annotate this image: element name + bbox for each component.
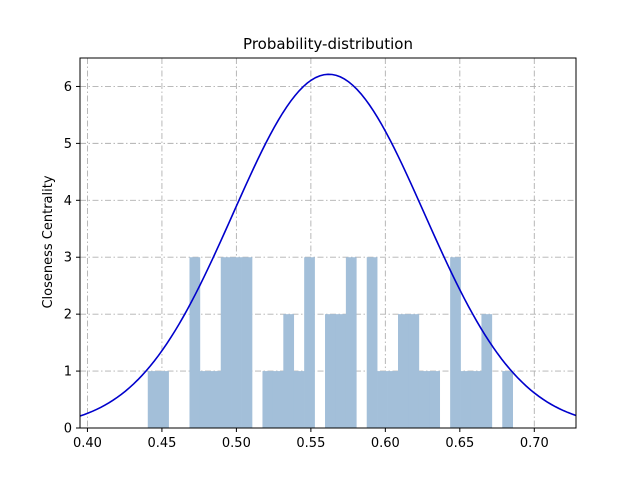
histogram-bar: [283, 314, 295, 428]
histogram-bar: [429, 371, 441, 428]
chart-title: Probability-distribution: [243, 35, 413, 53]
histogram-bar: [366, 257, 378, 428]
histogram-bar: [450, 257, 461, 428]
y-tick-label: 4: [64, 194, 72, 209]
y-tick-label: 0: [64, 422, 72, 437]
fit-curve-layer: [79, 73, 577, 417]
x-tick-label: 0.60: [371, 436, 400, 451]
y-tick-label: 2: [64, 308, 72, 323]
histogram-bar: [231, 257, 242, 428]
histogram-bar: [241, 257, 253, 428]
histogram-bar: [262, 371, 274, 428]
histogram-bar: [325, 314, 336, 428]
histogram-bar: [210, 371, 222, 428]
histogram-bar: [502, 371, 513, 428]
histogram-bar: [398, 314, 409, 428]
x-tick-label: 0.45: [147, 436, 176, 451]
histogram-bar: [304, 257, 315, 428]
axis-ticks: 0.40 0.45 0.50 0.55 0.60 0.65 0.70 0 1 2 3 4 5 6: [64, 80, 549, 451]
y-tick-label: 6: [64, 80, 72, 95]
histogram-bar: [418, 371, 430, 428]
histogram-bar: [460, 371, 472, 428]
plot-frame: [79, 57, 577, 429]
y-tick-label: 3: [64, 251, 72, 266]
histogram-bar: [199, 371, 211, 428]
y-tick-label: 5: [64, 137, 72, 152]
histogram-bar: [158, 371, 169, 428]
histogram-bar: [481, 314, 493, 428]
x-tick-label: 0.70: [520, 436, 549, 451]
histogram-bar: [377, 371, 388, 428]
y-tick-label: 1: [64, 365, 72, 380]
x-tick-label: 0.50: [222, 436, 251, 451]
histogram-bar: [189, 257, 201, 428]
histogram-bar: [293, 371, 305, 428]
histogram-bar: [147, 371, 159, 428]
x-tick-label: 0.55: [296, 436, 325, 451]
y-axis-label: Closeness Centrality: [41, 175, 56, 308]
histogram-bar: [470, 371, 482, 428]
histogram-bar: [272, 371, 284, 428]
histogram-bar: [408, 314, 420, 428]
histogram-bars: [147, 257, 513, 428]
histogram-bar: [220, 257, 232, 428]
x-tick-label: 0.65: [445, 436, 474, 451]
histogram-bar: [335, 314, 347, 428]
histogram-bar: [387, 371, 399, 428]
normal-fit-curve: [79, 73, 577, 417]
histogram-bar: [345, 257, 357, 428]
x-tick-label: 0.40: [73, 436, 102, 451]
